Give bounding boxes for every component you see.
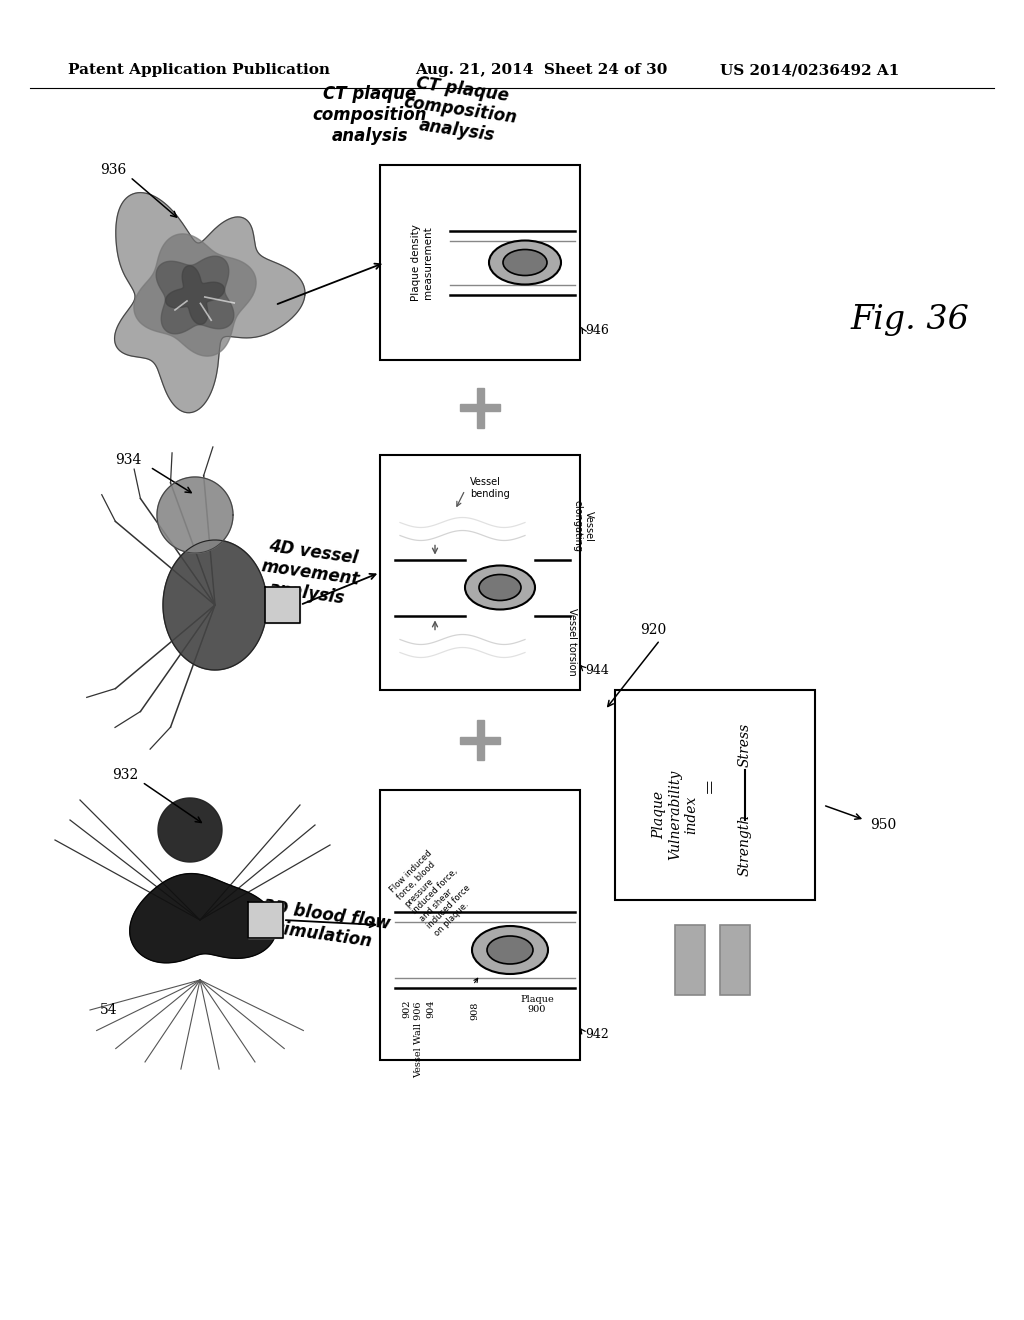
Polygon shape — [134, 234, 256, 356]
Text: 932: 932 — [112, 768, 138, 781]
Polygon shape — [163, 540, 267, 671]
Text: Strength: Strength — [738, 814, 752, 876]
Polygon shape — [460, 737, 500, 743]
Text: Flow induced
force, blood
pressure
induced force,
and shear
induced force
on pla: Flow induced force, blood pressure induc… — [388, 845, 481, 939]
Text: Patent Application Publication: Patent Application Publication — [68, 63, 330, 77]
Polygon shape — [476, 388, 483, 428]
Text: =: = — [701, 776, 719, 793]
Ellipse shape — [503, 249, 547, 276]
Text: Vessel Wall 906: Vessel Wall 906 — [414, 1002, 423, 1078]
Bar — [380, 455, 580, 690]
Ellipse shape — [489, 240, 561, 285]
Polygon shape — [157, 477, 233, 553]
Text: Vessel
elongating: Vessel elongating — [572, 500, 594, 552]
Text: Plaque
Vulnerability
index: Plaque Vulnerability index — [652, 770, 698, 861]
Polygon shape — [157, 256, 233, 334]
Text: 944: 944 — [585, 664, 609, 676]
Ellipse shape — [479, 574, 521, 601]
Text: 908: 908 — [470, 1002, 479, 1020]
Bar — [380, 789, 580, 1060]
Text: 946: 946 — [585, 323, 609, 337]
Text: 936: 936 — [100, 162, 126, 177]
Polygon shape — [476, 719, 483, 760]
Text: Plaque density
measurement: Plaque density measurement — [412, 224, 433, 301]
Text: US 2014/0236492 A1: US 2014/0236492 A1 — [720, 63, 899, 77]
Text: Vessel
bending: Vessel bending — [470, 477, 510, 499]
Text: Stress: Stress — [738, 723, 752, 767]
Text: 54: 54 — [100, 1003, 118, 1016]
Text: CT plaque
composition
analysis: CT plaque composition analysis — [312, 86, 427, 145]
Ellipse shape — [465, 565, 535, 610]
Bar — [720, 925, 750, 995]
Polygon shape — [166, 265, 224, 325]
Ellipse shape — [472, 927, 548, 974]
Text: Vessel torsion: Vessel torsion — [567, 607, 577, 676]
Text: 902: 902 — [402, 1001, 411, 1019]
Text: 950: 950 — [870, 818, 896, 832]
Polygon shape — [460, 404, 500, 411]
Text: CT plaque
composition
analysis: CT plaque composition analysis — [399, 73, 521, 148]
Text: 942: 942 — [585, 1028, 608, 1041]
Polygon shape — [248, 902, 283, 939]
Text: Aug. 21, 2014  Sheet 24 of 30: Aug. 21, 2014 Sheet 24 of 30 — [415, 63, 668, 77]
Bar — [615, 690, 815, 900]
Text: 4D vessel
movement
analysis: 4D vessel movement analysis — [257, 536, 364, 609]
Ellipse shape — [487, 936, 534, 964]
Polygon shape — [158, 799, 222, 862]
Bar — [675, 925, 705, 995]
Polygon shape — [265, 587, 300, 623]
Text: 934: 934 — [115, 453, 141, 467]
Text: 3D blood flow
simulation: 3D blood flow simulation — [258, 896, 391, 953]
Text: 920: 920 — [640, 623, 667, 638]
Polygon shape — [130, 874, 276, 962]
Text: Plaque
900: Plaque 900 — [520, 995, 554, 1014]
Text: 904: 904 — [426, 1001, 435, 1019]
Polygon shape — [115, 193, 305, 413]
Bar — [380, 165, 580, 360]
Text: Fig. 36: Fig. 36 — [850, 304, 969, 337]
